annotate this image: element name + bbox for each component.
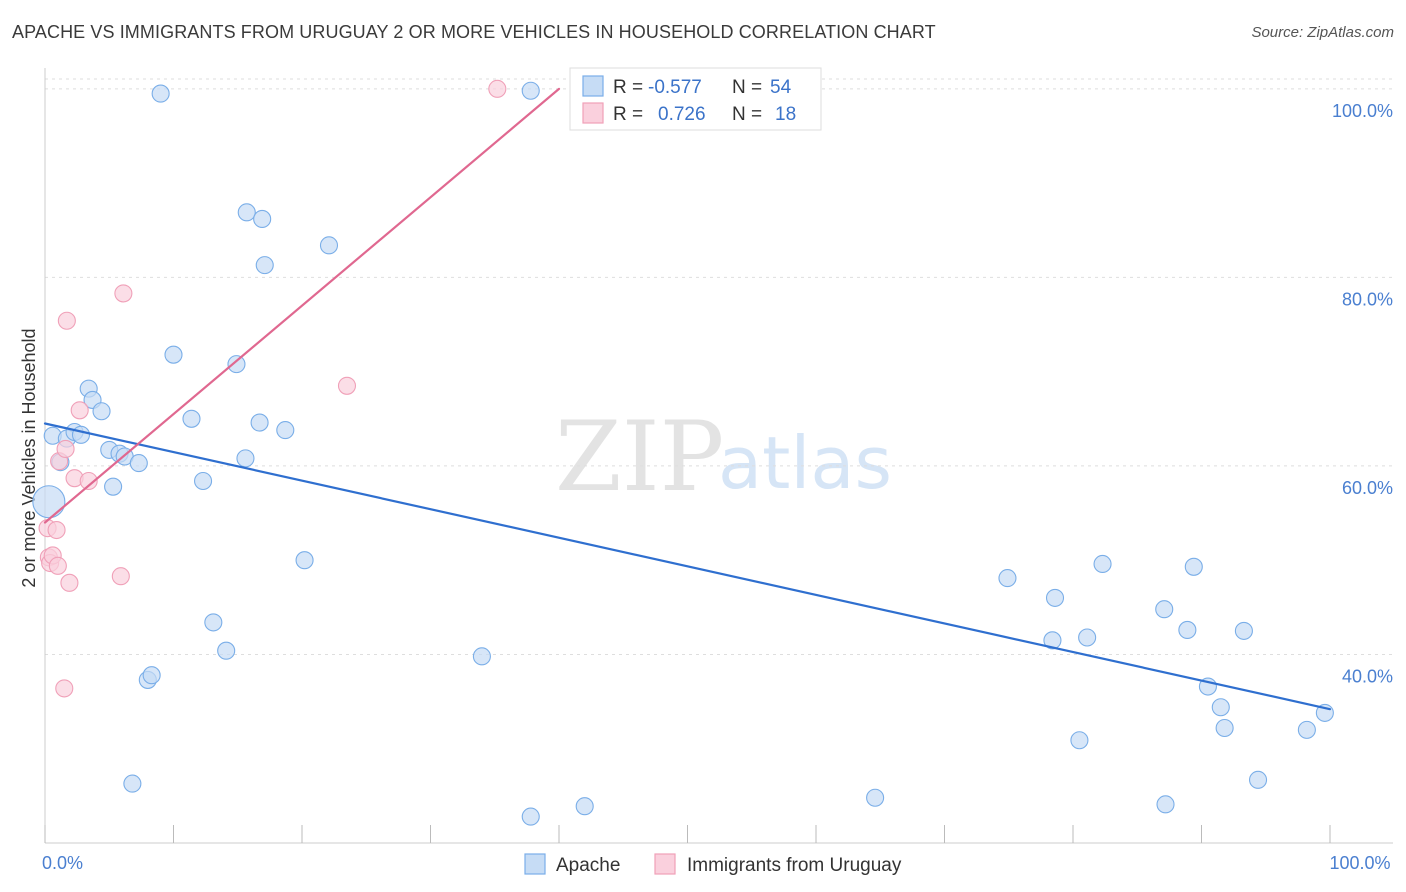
uruguay-trend-line — [43, 87, 561, 524]
bottom-legend: Apache Immigrants from Uruguay — [524, 853, 902, 876]
apache-point — [319, 236, 339, 255]
apache-point — [151, 84, 170, 103]
bottom-legend-label-uruguay: Immigrants from Uruguay — [687, 855, 902, 876]
uruguay-point — [48, 556, 67, 575]
apache-point — [575, 797, 594, 816]
stats-legend-box — [569, 67, 822, 131]
uruguay-point — [111, 567, 130, 586]
apache-point — [1045, 588, 1065, 607]
stats-legend-swatch-uruguay — [582, 102, 604, 124]
apache-point — [866, 788, 885, 807]
uruguay-point — [60, 573, 79, 592]
apache-point — [1215, 718, 1234, 738]
uruguay-point — [70, 401, 89, 420]
apache-point — [104, 477, 123, 496]
chart-title: APACHE VS IMMIGRANTS FROM URUGUAY 2 OR M… — [12, 22, 936, 42]
axes — [44, 68, 1393, 844]
apache-point — [1155, 600, 1174, 619]
apache-point — [1178, 620, 1197, 640]
x-tick-label: 100.0% — [1329, 853, 1390, 873]
stats-legend: R = -0.577 N = 54 R = 0.726 N = 18 — [569, 67, 822, 131]
apache-point — [253, 209, 272, 228]
uruguay-point — [56, 439, 75, 459]
y-tick-label: 60.0% — [1342, 478, 1393, 498]
stats-legend-n-apache: 54 — [770, 77, 792, 98]
apache-point — [71, 425, 91, 444]
apache-point — [521, 807, 540, 826]
stats-legend-r-apache: -0.577 — [648, 77, 702, 98]
bottom-legend-swatch-uruguay — [654, 853, 676, 875]
uruguay-point — [55, 679, 74, 698]
apache-point — [92, 402, 111, 421]
apache-point — [250, 413, 269, 432]
stats-legend-r-uruguay: 0.726 — [658, 104, 706, 125]
watermark: ZIP atlas — [555, 401, 892, 513]
apache-point — [1248, 770, 1268, 789]
apache-point — [472, 647, 491, 666]
apache-point — [227, 355, 246, 374]
apache-point — [123, 774, 142, 793]
apache-point — [194, 471, 213, 491]
series-uruguay-points — [38, 79, 507, 698]
apache-point — [1297, 720, 1316, 739]
y-tick-label: 80.0% — [1342, 289, 1393, 309]
apache-point — [1078, 628, 1097, 647]
apache-point — [1184, 557, 1203, 576]
y-tick-label: 40.0% — [1342, 666, 1393, 686]
uruguay-point — [57, 311, 76, 330]
apache-point — [182, 409, 201, 428]
apache-point — [1070, 731, 1089, 750]
y-tick-labels: 40.0% 60.0% 80.0% 100.0% — [1332, 101, 1393, 687]
stats-legend-r-label-uruguay: R = — [613, 104, 643, 125]
apache-point — [237, 203, 256, 222]
stats-legend-swatch-apache — [582, 75, 604, 97]
apache-point — [1156, 795, 1175, 814]
y-tick-label: 100.0% — [1332, 101, 1393, 121]
apache-point — [255, 256, 274, 275]
apache-point — [32, 485, 66, 519]
bottom-legend-swatch-apache — [524, 853, 546, 875]
apache-trend-line — [43, 422, 1332, 711]
x-tick-labels: 0.0% 100.0% — [42, 853, 1391, 873]
apache-point — [129, 454, 148, 473]
watermark-atlas: atlas — [718, 421, 892, 505]
uruguay-point — [79, 471, 98, 491]
apache-point — [217, 641, 236, 660]
stats-legend-r-label-apache: R = — [613, 77, 643, 98]
trend-lines — [43, 87, 1332, 711]
apache-point — [1043, 631, 1062, 650]
uruguay-point — [47, 520, 66, 540]
apache-point — [295, 551, 314, 570]
watermark-zip: ZIP — [555, 401, 724, 513]
apache-point — [1093, 554, 1112, 574]
apache-point — [521, 81, 540, 100]
stats-legend-n-uruguay: 18 — [775, 104, 796, 125]
apache-point — [998, 569, 1017, 588]
uruguay-point — [488, 79, 507, 98]
bottom-legend-label-apache: Apache — [556, 855, 620, 876]
series-apache-points — [32, 81, 1334, 826]
uruguay-point — [337, 376, 357, 395]
apache-point — [1234, 621, 1253, 640]
apache-point — [164, 345, 183, 364]
apache-point — [276, 421, 295, 440]
apache-point — [1211, 698, 1230, 717]
y-axis-label: 2 or more Vehicles in Household — [19, 328, 39, 587]
apache-point — [236, 449, 255, 468]
chart-source: Source: ZipAtlas.com — [1251, 24, 1394, 41]
uruguay-point — [114, 284, 133, 303]
stats-legend-n-label-apache: N = — [732, 77, 762, 98]
stats-legend-n-label-uruguay: N = — [732, 104, 762, 125]
apache-point — [142, 666, 161, 685]
apache-point — [204, 613, 223, 632]
x-tick-label: 0.0% — [42, 853, 83, 873]
